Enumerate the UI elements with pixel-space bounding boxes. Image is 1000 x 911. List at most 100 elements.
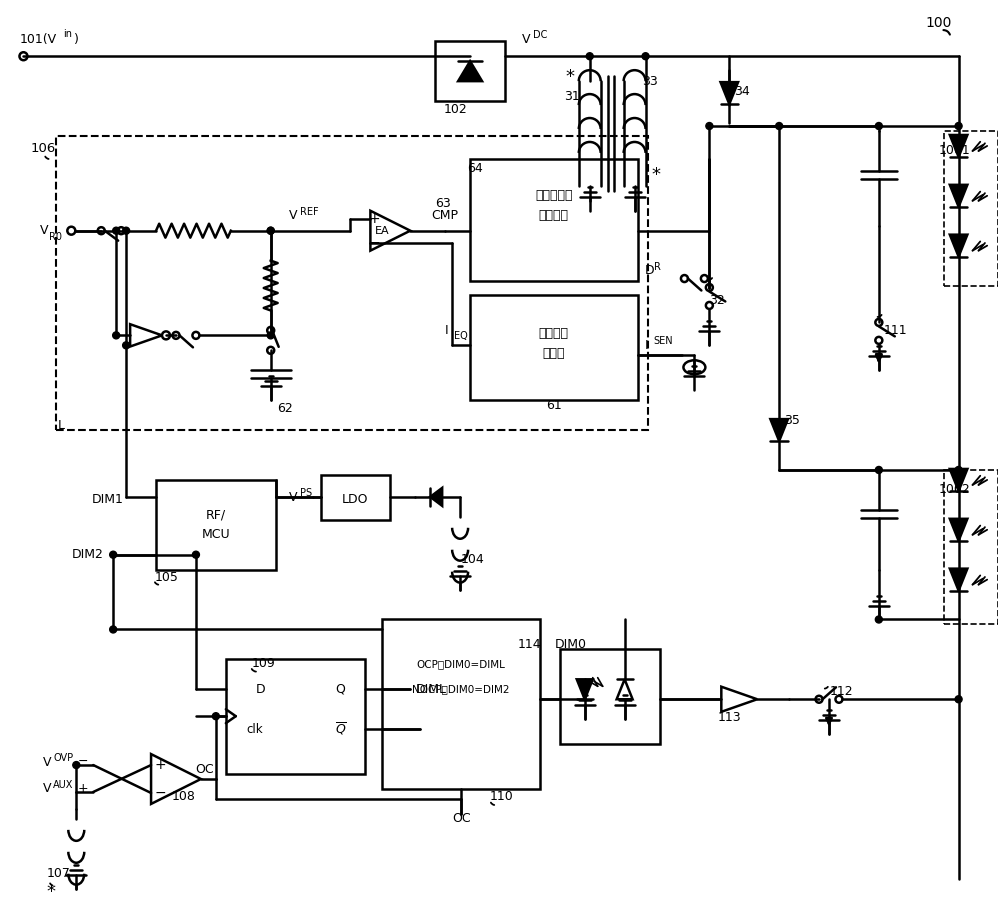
Text: 33: 33 — [642, 75, 657, 87]
Text: 105: 105 — [155, 571, 179, 584]
Text: OVP: OVP — [53, 753, 73, 763]
Bar — [435, 41, 505, 101]
Bar — [470, 159, 638, 281]
Polygon shape — [458, 61, 482, 81]
Bar — [382, 619, 540, 789]
Text: OCP，DIM0=DIML: OCP，DIM0=DIML — [417, 660, 506, 670]
Bar — [156, 480, 276, 569]
Circle shape — [586, 53, 593, 60]
Polygon shape — [950, 518, 967, 541]
Text: 34: 34 — [734, 85, 750, 97]
Text: 驱动电路: 驱动电路 — [539, 210, 569, 222]
Text: 输出电流: 输出电流 — [539, 327, 569, 340]
Circle shape — [875, 122, 882, 129]
Bar — [944, 470, 998, 624]
Text: 113: 113 — [717, 711, 741, 723]
Bar — [560, 650, 660, 744]
Circle shape — [267, 227, 274, 234]
Text: PS: PS — [300, 488, 312, 498]
Bar — [944, 131, 998, 285]
Polygon shape — [617, 680, 633, 700]
Text: *: * — [47, 883, 56, 901]
Polygon shape — [721, 687, 757, 711]
Text: L: L — [58, 418, 65, 432]
Text: 114: 114 — [518, 638, 542, 651]
Text: *: * — [565, 68, 574, 87]
Bar — [56, 136, 648, 430]
Text: 62: 62 — [277, 402, 293, 415]
Circle shape — [955, 696, 962, 702]
Text: 111: 111 — [884, 324, 908, 337]
Circle shape — [110, 626, 117, 633]
Bar — [470, 295, 638, 400]
Circle shape — [267, 332, 274, 339]
Text: D: D — [256, 682, 266, 696]
Text: 31: 31 — [564, 89, 580, 103]
Text: V: V — [43, 783, 52, 795]
Text: 107: 107 — [46, 867, 70, 880]
Circle shape — [113, 332, 120, 339]
Circle shape — [642, 53, 649, 60]
Circle shape — [110, 551, 117, 558]
Text: 1002: 1002 — [939, 484, 970, 496]
Text: CMP: CMP — [432, 210, 459, 222]
Text: 32: 32 — [709, 294, 725, 307]
Polygon shape — [770, 419, 788, 441]
Text: V: V — [39, 224, 48, 237]
Text: DIM2: DIM2 — [71, 548, 103, 561]
Text: LDO: LDO — [342, 494, 369, 507]
Text: OC: OC — [195, 763, 214, 775]
Text: 109: 109 — [252, 657, 276, 670]
Polygon shape — [950, 235, 967, 257]
Circle shape — [955, 466, 962, 474]
Text: 100: 100 — [925, 16, 952, 30]
Polygon shape — [577, 680, 593, 700]
Circle shape — [875, 616, 882, 623]
Polygon shape — [151, 754, 201, 804]
Text: +: + — [154, 758, 166, 772]
Text: R: R — [654, 261, 660, 271]
Text: clk: clk — [246, 722, 263, 736]
Bar — [226, 660, 365, 774]
Text: V: V — [289, 210, 297, 222]
Text: R0: R0 — [49, 231, 62, 241]
Text: 35: 35 — [784, 414, 800, 426]
Text: 逻辑控制及: 逻辑控制及 — [535, 189, 573, 202]
Text: NOCP，DIM0=DIM2: NOCP，DIM0=DIM2 — [412, 684, 510, 694]
Text: −: − — [369, 236, 380, 250]
Circle shape — [776, 122, 783, 129]
Circle shape — [123, 227, 130, 234]
Text: V: V — [522, 33, 530, 46]
Text: 64: 64 — [467, 162, 483, 176]
Text: AUX: AUX — [53, 780, 74, 790]
Circle shape — [113, 227, 120, 234]
Text: EQ: EQ — [454, 332, 468, 342]
Text: V: V — [43, 755, 52, 769]
Circle shape — [212, 712, 219, 720]
Text: −: − — [78, 754, 89, 768]
Text: 104: 104 — [460, 553, 484, 566]
Text: I: I — [445, 324, 449, 337]
Polygon shape — [950, 469, 967, 491]
Text: V: V — [289, 491, 297, 505]
Text: 计算器: 计算器 — [543, 347, 565, 360]
Circle shape — [73, 762, 80, 769]
Text: 1001: 1001 — [939, 145, 970, 158]
Circle shape — [955, 122, 962, 129]
Text: *: * — [651, 166, 660, 184]
Text: MCU: MCU — [202, 528, 230, 541]
Text: RF/: RF/ — [206, 508, 226, 521]
Text: 101(V: 101(V — [19, 33, 57, 46]
Polygon shape — [950, 135, 967, 157]
Polygon shape — [950, 568, 967, 590]
Polygon shape — [721, 82, 738, 104]
Circle shape — [875, 466, 882, 474]
Text: D: D — [645, 264, 654, 277]
Text: 112: 112 — [830, 685, 854, 698]
Text: 63: 63 — [435, 198, 451, 210]
Text: EA: EA — [375, 226, 390, 236]
Polygon shape — [430, 488, 442, 506]
Polygon shape — [130, 324, 162, 346]
Text: DIM1: DIM1 — [91, 494, 123, 507]
Text: 102: 102 — [443, 103, 467, 116]
